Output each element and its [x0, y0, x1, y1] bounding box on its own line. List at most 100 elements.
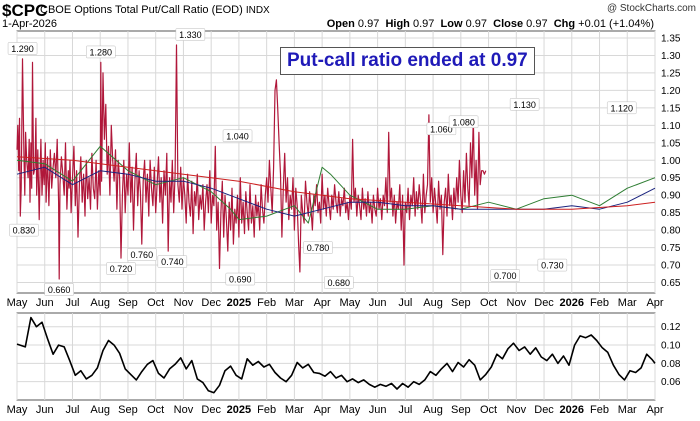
x-tick-label: 2025 — [227, 404, 251, 416]
ohlc-summary: Open 0.97 High 0.97 Low 0.97 Close 0.97 … — [327, 18, 654, 30]
x-tick-label: Nov — [174, 404, 194, 416]
y-tick-label: 1.20 — [661, 86, 681, 97]
long-ma-line — [16, 156, 656, 210]
putcall-ratio-line — [16, 44, 487, 280]
x-tick-label: Nov — [507, 297, 527, 309]
annotation-box — [86, 45, 116, 59]
y-tick-label: 1.00 — [661, 156, 681, 167]
exchange-text: INDX — [245, 5, 270, 16]
y-tick-label: 0.80 — [661, 226, 681, 237]
low-value: 0.97 — [465, 18, 487, 30]
x-tick-label: 2026 — [560, 404, 584, 416]
x-tick-label: Aug — [90, 404, 110, 416]
x-tick-label: Apr — [314, 297, 331, 309]
annotation-label: 0.740 — [161, 257, 184, 267]
annotation-box — [324, 276, 354, 289]
annotation-label: 1.060 — [430, 124, 453, 134]
lower-indicator-panel: 0.06 0.08 0.10 0.12 May Jun Jul Aug Sep Oct Nov Dec… — [7, 312, 681, 416]
x-tick-label: Feb — [257, 297, 276, 309]
x-tick-label: Jun — [36, 297, 54, 309]
x-tick-label: Mar — [618, 404, 637, 416]
open-label: Open — [326, 18, 355, 30]
annotation-box — [606, 101, 637, 115]
x-tick-label: May — [7, 404, 28, 416]
annotation-label: 0.730 — [541, 261, 564, 271]
close-value: 0.97 — [526, 18, 548, 30]
x-tick-label: Sep — [118, 404, 138, 416]
x-tick-label: Jul — [398, 404, 412, 416]
annotation-label: 1.290 — [11, 44, 34, 54]
annotation-box — [44, 283, 74, 296]
annotation-box — [225, 272, 256, 286]
x-tick-label: Aug — [423, 297, 443, 309]
y-tick-label: 1.35 — [661, 33, 681, 44]
annotation-label: 0.780 — [307, 243, 330, 253]
y-tick-label: 1.30 — [661, 51, 681, 62]
chart-callout: Put-call ratio ended at 0.97 — [280, 47, 535, 75]
x-tick-label: Jun — [36, 404, 54, 416]
annotation-label: 0.720 — [110, 264, 133, 274]
x-tick-label: May — [339, 404, 360, 416]
annotation-box — [157, 255, 188, 268]
annotation-label: 0.680 — [328, 278, 351, 288]
x-tick-label: Mar — [285, 297, 304, 309]
high-label: High — [385, 18, 410, 30]
chart-date: 1-Apr-2026 — [2, 18, 58, 30]
annotation-box — [7, 42, 38, 55]
x-tick-label: Jun — [369, 297, 387, 309]
x-tick-label: Jul — [398, 297, 412, 309]
y-tick-label: 1.25 — [661, 68, 681, 79]
x-tick-label: Jul — [65, 404, 79, 416]
open-value: 0.97 — [357, 18, 380, 30]
x-tick-label: Aug — [423, 404, 443, 416]
x-tick-label: Dec — [201, 297, 221, 309]
annotation-label: 1.280 — [90, 47, 113, 57]
y-tick-label: 1.15 — [661, 103, 681, 114]
x-tick-label: Aug — [90, 297, 110, 309]
y-tick-label: 0.06 — [661, 377, 681, 388]
y-tick-label: 0.90 — [661, 191, 681, 202]
chg-value: +0.01 (+1.04%) — [578, 18, 654, 30]
x-tick-label: Apr — [646, 297, 663, 309]
x-tick-label: Dec — [534, 297, 554, 309]
annotation-label: 1.040 — [226, 131, 249, 141]
x-tick-label: Oct — [480, 297, 497, 309]
annotation-box — [222, 129, 253, 143]
annotation-box — [509, 98, 540, 111]
x-tick-label: Dec — [534, 404, 554, 416]
chart-symbol: $CPC — [2, 1, 48, 20]
annotation-label: 0.700 — [494, 271, 517, 281]
short-ma-line — [16, 145, 656, 224]
x-tick-label: Mar — [618, 297, 637, 309]
x-tick-label: Mar — [285, 404, 304, 416]
x-tick-label: Sep — [118, 297, 138, 309]
x-tick-label: May — [339, 297, 360, 309]
annotation-label: 1.120 — [610, 103, 633, 113]
annotation-box — [9, 223, 39, 237]
x-tick-label: Feb — [257, 404, 276, 416]
annotation-box — [490, 269, 520, 282]
indicator-line — [16, 316, 656, 394]
y-tick-label: 0.12 — [661, 322, 681, 333]
chg-label: Chg — [553, 18, 576, 30]
x-tick-label: 2025 — [227, 297, 251, 309]
y-tick-label: 0.95 — [661, 173, 681, 184]
x-tick-label: Jul — [65, 297, 79, 309]
annotation-box — [106, 262, 136, 275]
panel-frame — [16, 312, 656, 401]
annotation-box — [303, 241, 333, 254]
annotation-label: 0.660 — [48, 285, 71, 295]
x-tick-label: Apr — [646, 404, 663, 416]
x-tick-label: Nov — [174, 297, 194, 309]
annotation-box — [175, 28, 206, 41]
x-tick-label: Oct — [147, 404, 164, 416]
x-tick-label: Sep — [451, 404, 471, 416]
high-value: 0.97 — [412, 18, 435, 30]
y-tick-label: 0.70 — [661, 261, 681, 272]
annotation-label: 0.690 — [229, 275, 252, 285]
x-tick-label: Apr — [314, 404, 331, 416]
annotation-label: 0.830 — [13, 226, 36, 236]
y-tick-label: 0.85 — [661, 208, 681, 219]
annotation-label: 1.130 — [513, 100, 536, 110]
